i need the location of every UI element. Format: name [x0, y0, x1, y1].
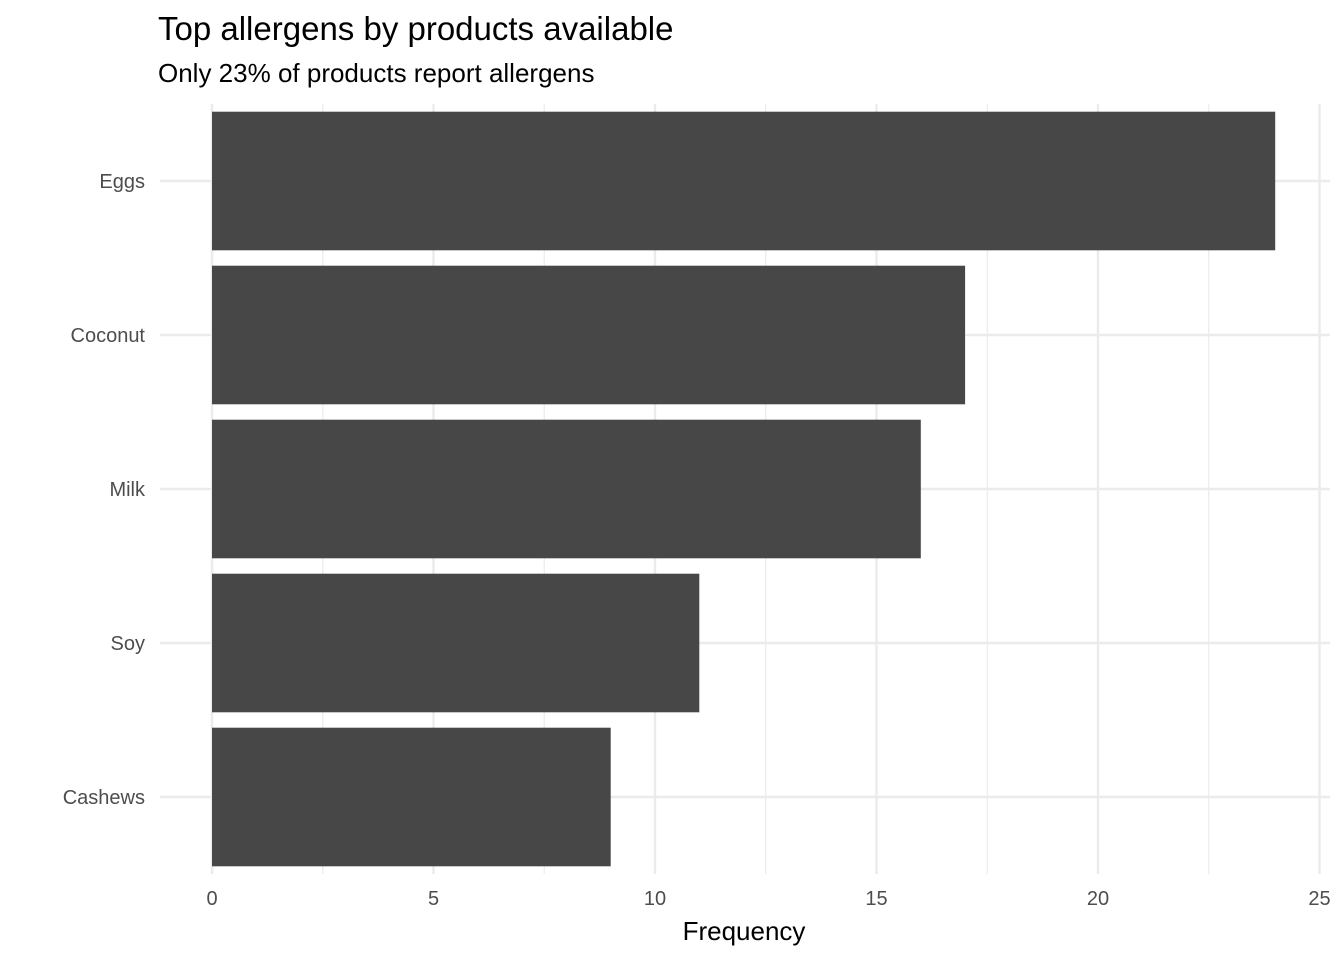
x-tick-label: 10 [644, 888, 666, 910]
bar-eggs [212, 111, 1276, 251]
bar-cashews [212, 727, 611, 867]
chart-subtitle: Only 23% of products report allergens [158, 58, 594, 88]
y-axis: Eggs Coconut Milk Soy Cashews [63, 171, 146, 809]
x-tick-label: 25 [1308, 888, 1330, 910]
y-tick-label: Milk [109, 479, 146, 501]
x-tick-label: 15 [865, 888, 887, 910]
x-tick-label: 20 [1087, 888, 1109, 910]
y-tick-label: Coconut [71, 325, 146, 347]
x-tick-label: 5 [428, 888, 439, 910]
x-axis: 0 5 10 15 20 25 [206, 888, 1330, 910]
y-tick-label: Eggs [99, 171, 145, 193]
bar-milk [212, 419, 921, 559]
bars [212, 111, 1276, 867]
y-tick-label: Cashews [63, 787, 145, 809]
y-tick-label: Soy [111, 633, 145, 655]
bar-coconut [212, 265, 966, 405]
x-tick-label: 0 [206, 888, 217, 910]
chart-title: Top allergens by products available [158, 10, 673, 47]
bar-soy [212, 573, 700, 713]
x-axis-title: Frequency [683, 916, 806, 946]
